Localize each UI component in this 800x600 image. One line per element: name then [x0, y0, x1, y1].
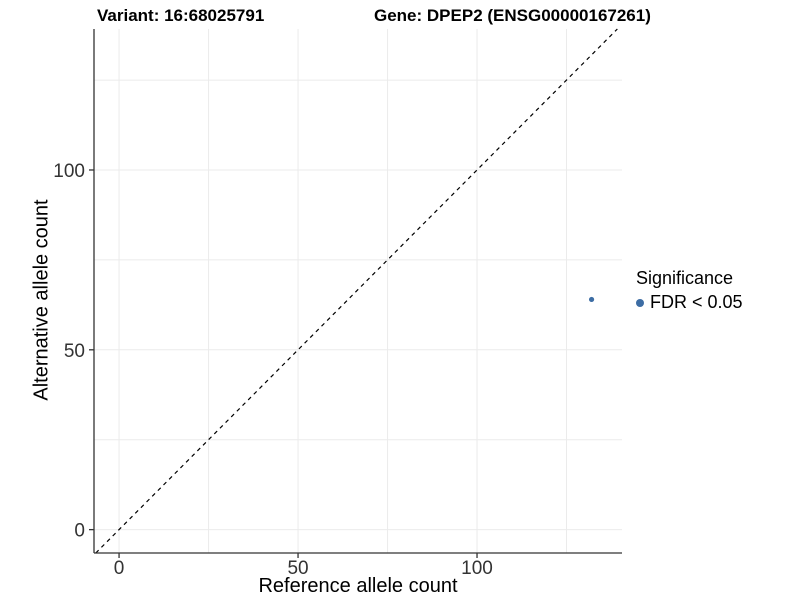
legend-entry-label: FDR < 0.05 [650, 292, 743, 312]
y-tick-label: 100 [53, 161, 85, 182]
x-tick-label: 0 [114, 558, 125, 579]
data-point [588, 296, 595, 303]
legend-key-dot-icon [636, 298, 644, 307]
x-tick-label: 50 [287, 558, 308, 579]
plot-title-variant: Variant: 16:68025791 [97, 6, 265, 25]
legend-entry: FDR < 0.05 [636, 292, 743, 313]
x-tick-label: 100 [461, 558, 493, 579]
legend: Significance FDR < 0.05 [636, 268, 743, 313]
y-tick-label: 50 [64, 341, 85, 362]
identity-line [95, 28, 618, 554]
plot-title-gene: Gene: DPEP2 (ENSG00000167261) [374, 6, 651, 25]
x-axis-title: Reference allele count [258, 575, 458, 597]
y-tick-label: 0 [74, 521, 85, 542]
y-axis-title: Alternative allele count [30, 199, 53, 401]
legend-title: Significance [636, 268, 734, 288]
